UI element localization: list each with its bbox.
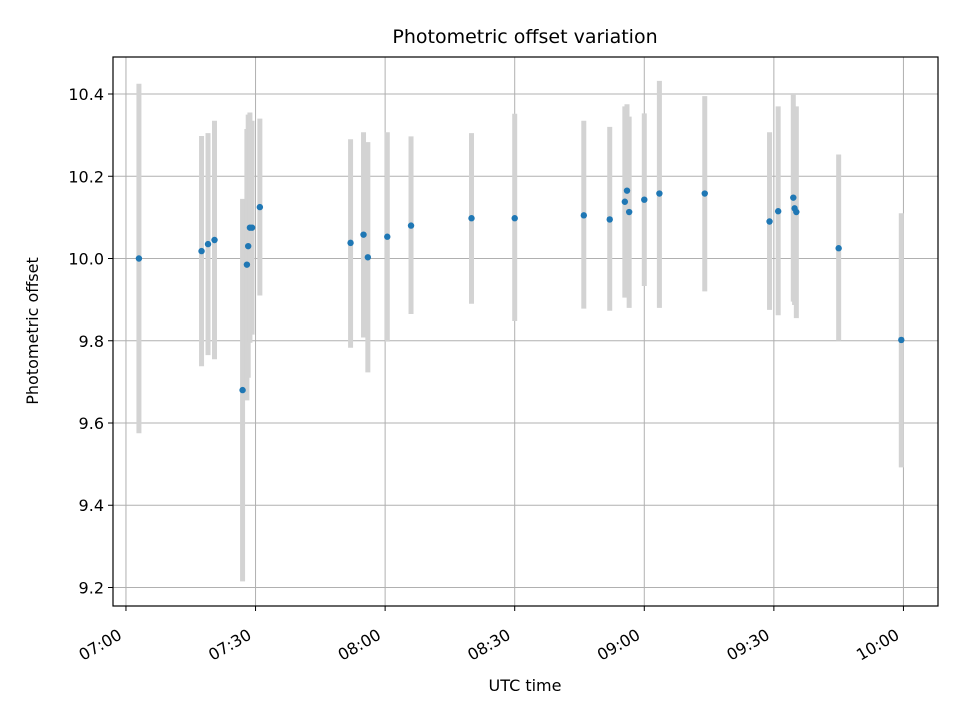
data-point [347, 239, 354, 247]
y-axis-ticks: 9.2 9.4 9.6 9.8 10.0 10.2 10.4 [68, 85, 113, 597]
data-point [790, 194, 797, 201]
data-point [898, 336, 905, 344]
y-tick-label: 9.4 [79, 496, 104, 515]
data-point [248, 224, 256, 231]
plot-frame [112, 56, 939, 607]
data-point [407, 222, 415, 229]
data-point [198, 247, 205, 255]
y-tick-label: 10.2 [68, 167, 104, 186]
data-point [364, 254, 372, 261]
data-point [641, 196, 648, 203]
data-point [766, 218, 773, 225]
data-point [384, 233, 391, 240]
data-point [511, 215, 518, 222]
x-axis-label: UTC time [489, 676, 562, 695]
y-tick-label: 9.2 [79, 578, 104, 597]
chart-title: Photometric offset variation [392, 26, 657, 48]
data-point [360, 231, 367, 238]
data-point [606, 216, 613, 223]
y-axis-label: Photometric offset [23, 257, 42, 405]
data-points [135, 187, 905, 394]
y-tick-label: 9.6 [79, 414, 104, 433]
data-point [793, 208, 800, 216]
y-tick-label: 10.4 [68, 85, 104, 104]
data-point [135, 255, 143, 262]
data-point [701, 190, 708, 197]
data-point [468, 215, 475, 222]
data-point [244, 242, 252, 250]
data-point [623, 187, 631, 194]
y-tick-label: 9.8 [79, 332, 104, 351]
data-point [621, 198, 629, 205]
data-point [204, 240, 212, 248]
data-point [239, 386, 246, 394]
data-point [256, 203, 264, 211]
data-point [835, 245, 842, 252]
data-point [580, 212, 588, 219]
data-point [656, 190, 663, 197]
y-tick-label: 10.0 [68, 250, 104, 269]
data-point [625, 208, 633, 216]
data-point [774, 208, 782, 215]
data-point [211, 236, 218, 244]
data-point [243, 261, 251, 268]
